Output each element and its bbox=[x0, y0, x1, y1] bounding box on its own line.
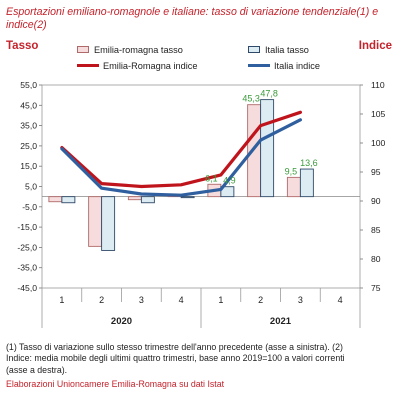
bar-it-tasso bbox=[61, 196, 76, 204]
data-label-it-tasso: 13,6 bbox=[300, 158, 318, 168]
left-axis-tick-label: -45,0 bbox=[17, 283, 37, 293]
right-axis-title: Indice bbox=[358, 40, 392, 52]
line-er-indice bbox=[60, 110, 302, 189]
category-label: 1 bbox=[59, 295, 64, 305]
right-axis-tick-label: 105 bbox=[371, 109, 386, 119]
left-axis-tick-label: 45,0 bbox=[20, 100, 37, 110]
bar-er-tasso bbox=[127, 196, 142, 201]
right-axis-tick-label: 100 bbox=[371, 138, 386, 148]
chart-notes: (1) Tasso di variazione sullo stesso tri… bbox=[6, 342, 396, 376]
category-label: 3 bbox=[298, 295, 303, 305]
right-axis-tick-label: 90 bbox=[371, 196, 381, 206]
right-axis-tick-label: 85 bbox=[371, 225, 381, 235]
left-axis-tick-label: 15,0 bbox=[20, 161, 37, 171]
bar-it-tasso bbox=[101, 196, 116, 251]
bar-it-tasso bbox=[140, 196, 155, 204]
bar-it-tasso bbox=[220, 186, 235, 198]
category-label: 2 bbox=[258, 295, 263, 305]
legend-label-er-tasso: Emilia-romagna tasso bbox=[94, 45, 183, 55]
bar-er-tasso bbox=[48, 196, 63, 203]
left-axis-title: Tasso bbox=[6, 40, 39, 52]
data-label-it-tasso: 4,9 bbox=[223, 176, 236, 186]
legend-label-er-indice: Emilia-Romagna indice bbox=[103, 61, 198, 71]
right-axis-tick-label: 75 bbox=[371, 283, 381, 293]
legend-label-it-tasso: Italia tasso bbox=[265, 45, 309, 55]
bar-it-tasso bbox=[260, 99, 275, 198]
data-label-er-tasso: 45,3 bbox=[242, 94, 260, 104]
category-label: 1 bbox=[218, 295, 223, 305]
legend-line-it-indice bbox=[248, 64, 270, 67]
left-axis-tick-label: 5,0 bbox=[25, 182, 37, 192]
legend-label-it-indice: Italia indice bbox=[274, 61, 320, 71]
right-axis-tick-label: 80 bbox=[371, 254, 381, 264]
note-line-3: (asse a destra). bbox=[6, 364, 68, 375]
year-label: 2021 bbox=[270, 316, 292, 327]
data-label-er-tasso: 6,1 bbox=[205, 173, 218, 183]
left-axis-tick-label: 55,0 bbox=[20, 80, 37, 90]
legend-swatch-er-tasso bbox=[77, 46, 89, 53]
right-axis-tick-label: 95 bbox=[371, 167, 381, 177]
bar-it-tasso bbox=[299, 168, 314, 198]
left-axis-tick-label: -25,0 bbox=[17, 242, 37, 252]
data-label-it-tasso: 47,8 bbox=[260, 89, 278, 99]
left-axis-tick-label: 25,0 bbox=[20, 141, 37, 151]
legend-line-er-indice bbox=[77, 64, 99, 67]
category-label: 4 bbox=[179, 295, 184, 305]
year-label: 2020 bbox=[111, 316, 132, 327]
bar-er-tasso bbox=[286, 176, 301, 198]
category-label: 3 bbox=[139, 295, 144, 305]
line-it-indice bbox=[60, 118, 302, 197]
right-axis-tick-label: 110 bbox=[371, 80, 385, 90]
left-axis-tick-label: -5,0 bbox=[22, 202, 37, 212]
bar-er-tasso bbox=[88, 196, 103, 247]
left-axis-tick-label: -35,0 bbox=[17, 263, 37, 273]
chart-title: Esportazioni emiliano-romagnole e italia… bbox=[6, 6, 379, 31]
category-label: 4 bbox=[338, 295, 343, 305]
note-line-2: Indice: media mobile degli ultimi quattr… bbox=[6, 353, 345, 364]
note-line-1: (1) Tasso di variazione sullo stesso tri… bbox=[6, 342, 343, 352]
left-axis-tick-label: 35,0 bbox=[20, 121, 37, 131]
left-axis-tick-label: -15,0 bbox=[17, 222, 37, 232]
category-label: 2 bbox=[99, 295, 104, 305]
source-note: Elaborazioni Unioncamere Emilia-Romagna … bbox=[6, 379, 225, 389]
data-label-er-tasso: 9,5 bbox=[285, 166, 298, 176]
legend-swatch-it-tasso bbox=[248, 46, 260, 53]
bar-it-tasso bbox=[180, 196, 195, 199]
